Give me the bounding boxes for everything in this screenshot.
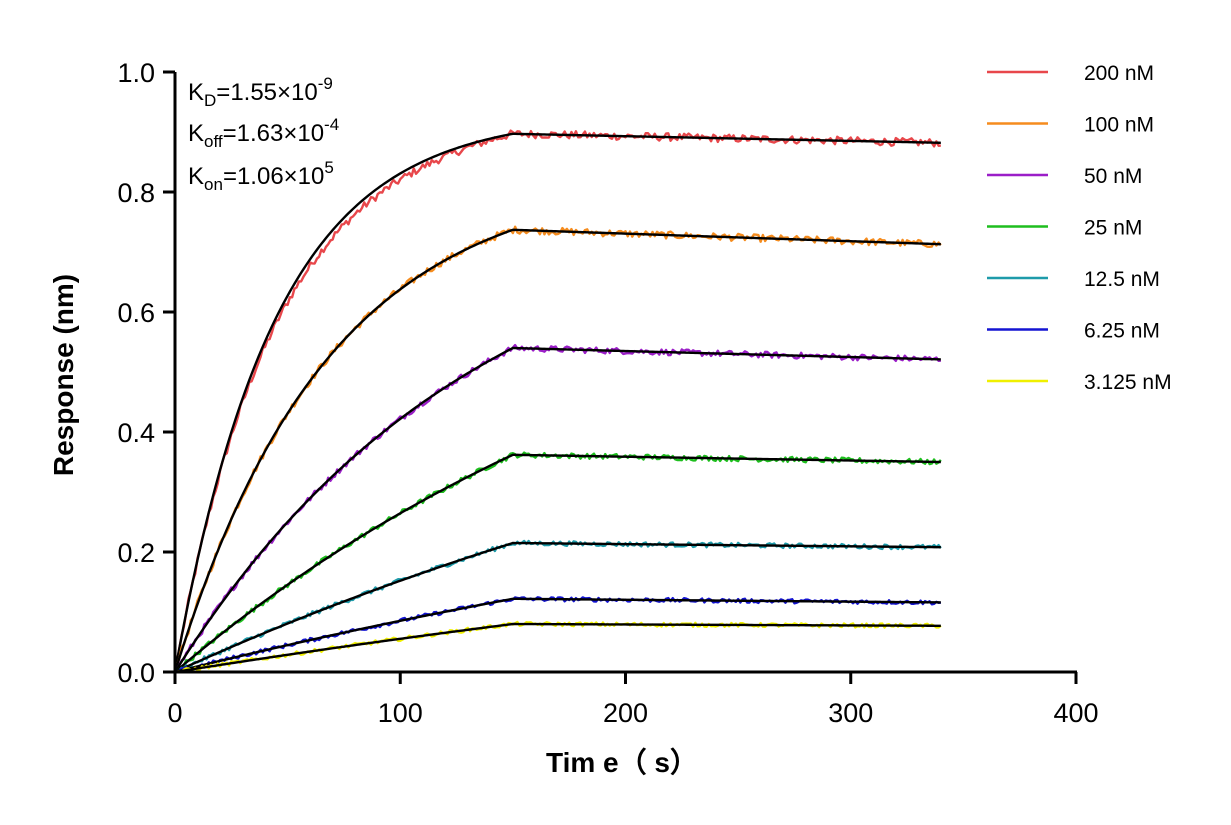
legend-label: 3.125 nM: [1084, 371, 1172, 394]
koff-annotation: Koff=1.63×10-4: [188, 115, 339, 151]
data-series-12-5-nM: [174, 539, 942, 674]
y-tick-label: 0.2: [117, 538, 155, 568]
fit-curve-50-nM: [173, 346, 941, 673]
axes: 0 100 200 300 400 0.0 0.2 0.4 0.6 0.8 1.0: [117, 58, 1098, 728]
fit-curve-25-nM: [174, 453, 941, 673]
x-tick-label: 100: [378, 698, 423, 728]
y-tick-label: 0.0: [117, 658, 155, 688]
legend-label: 50 nM: [1084, 165, 1142, 188]
kd-annotation: KD=1.55×10-9: [188, 74, 333, 110]
data-series-25-nM: [174, 451, 942, 673]
x-tick-label: 0: [167, 698, 182, 728]
legend-label: 25 nM: [1084, 217, 1142, 240]
legend: 200 nM 100 nM 50 nM 25 nM 12.5 nM 6.25 nM 3.12…: [987, 62, 1172, 394]
y-tick-label: 0.8: [117, 178, 155, 208]
y-tick-label: 0.4: [117, 418, 155, 448]
x-tick-label: 200: [603, 698, 648, 728]
y-axis-title: Response (nm): [48, 274, 79, 476]
fit-curve-100-nM: [173, 228, 941, 673]
y-tick-label: 1.0: [117, 58, 155, 88]
fit-curve-200-nM: [173, 132, 941, 673]
kon-annotation: Kon=1.06×105: [188, 158, 334, 194]
y-tick-label: 0.6: [117, 298, 155, 328]
fit-curve-6-25-nM: [174, 597, 941, 674]
data-series-3-125-nM: [174, 620, 942, 674]
legend-label: 200 nM: [1084, 62, 1154, 85]
x-tick-label: 300: [828, 698, 873, 728]
legend-label: 6.25 nM: [1084, 320, 1160, 343]
x-axis-title: Tim e（ s）: [546, 746, 698, 778]
data-series-200-nM: [173, 129, 941, 673]
x-tick-label: 400: [1053, 698, 1098, 728]
fit-curve-12-5-nM: [174, 541, 941, 674]
legend-label: 100 nM: [1084, 114, 1154, 137]
legend-label: 12.5 nM: [1084, 268, 1160, 291]
fit-curve-3-125-nM: [174, 622, 941, 674]
data-series-6-25-nM: [174, 596, 941, 674]
kinetic-constants-annotation: KD=1.55×10-9 Koff=1.63×10-4 Kon=1.06×105: [188, 74, 339, 194]
plot-curves: [173, 129, 942, 674]
